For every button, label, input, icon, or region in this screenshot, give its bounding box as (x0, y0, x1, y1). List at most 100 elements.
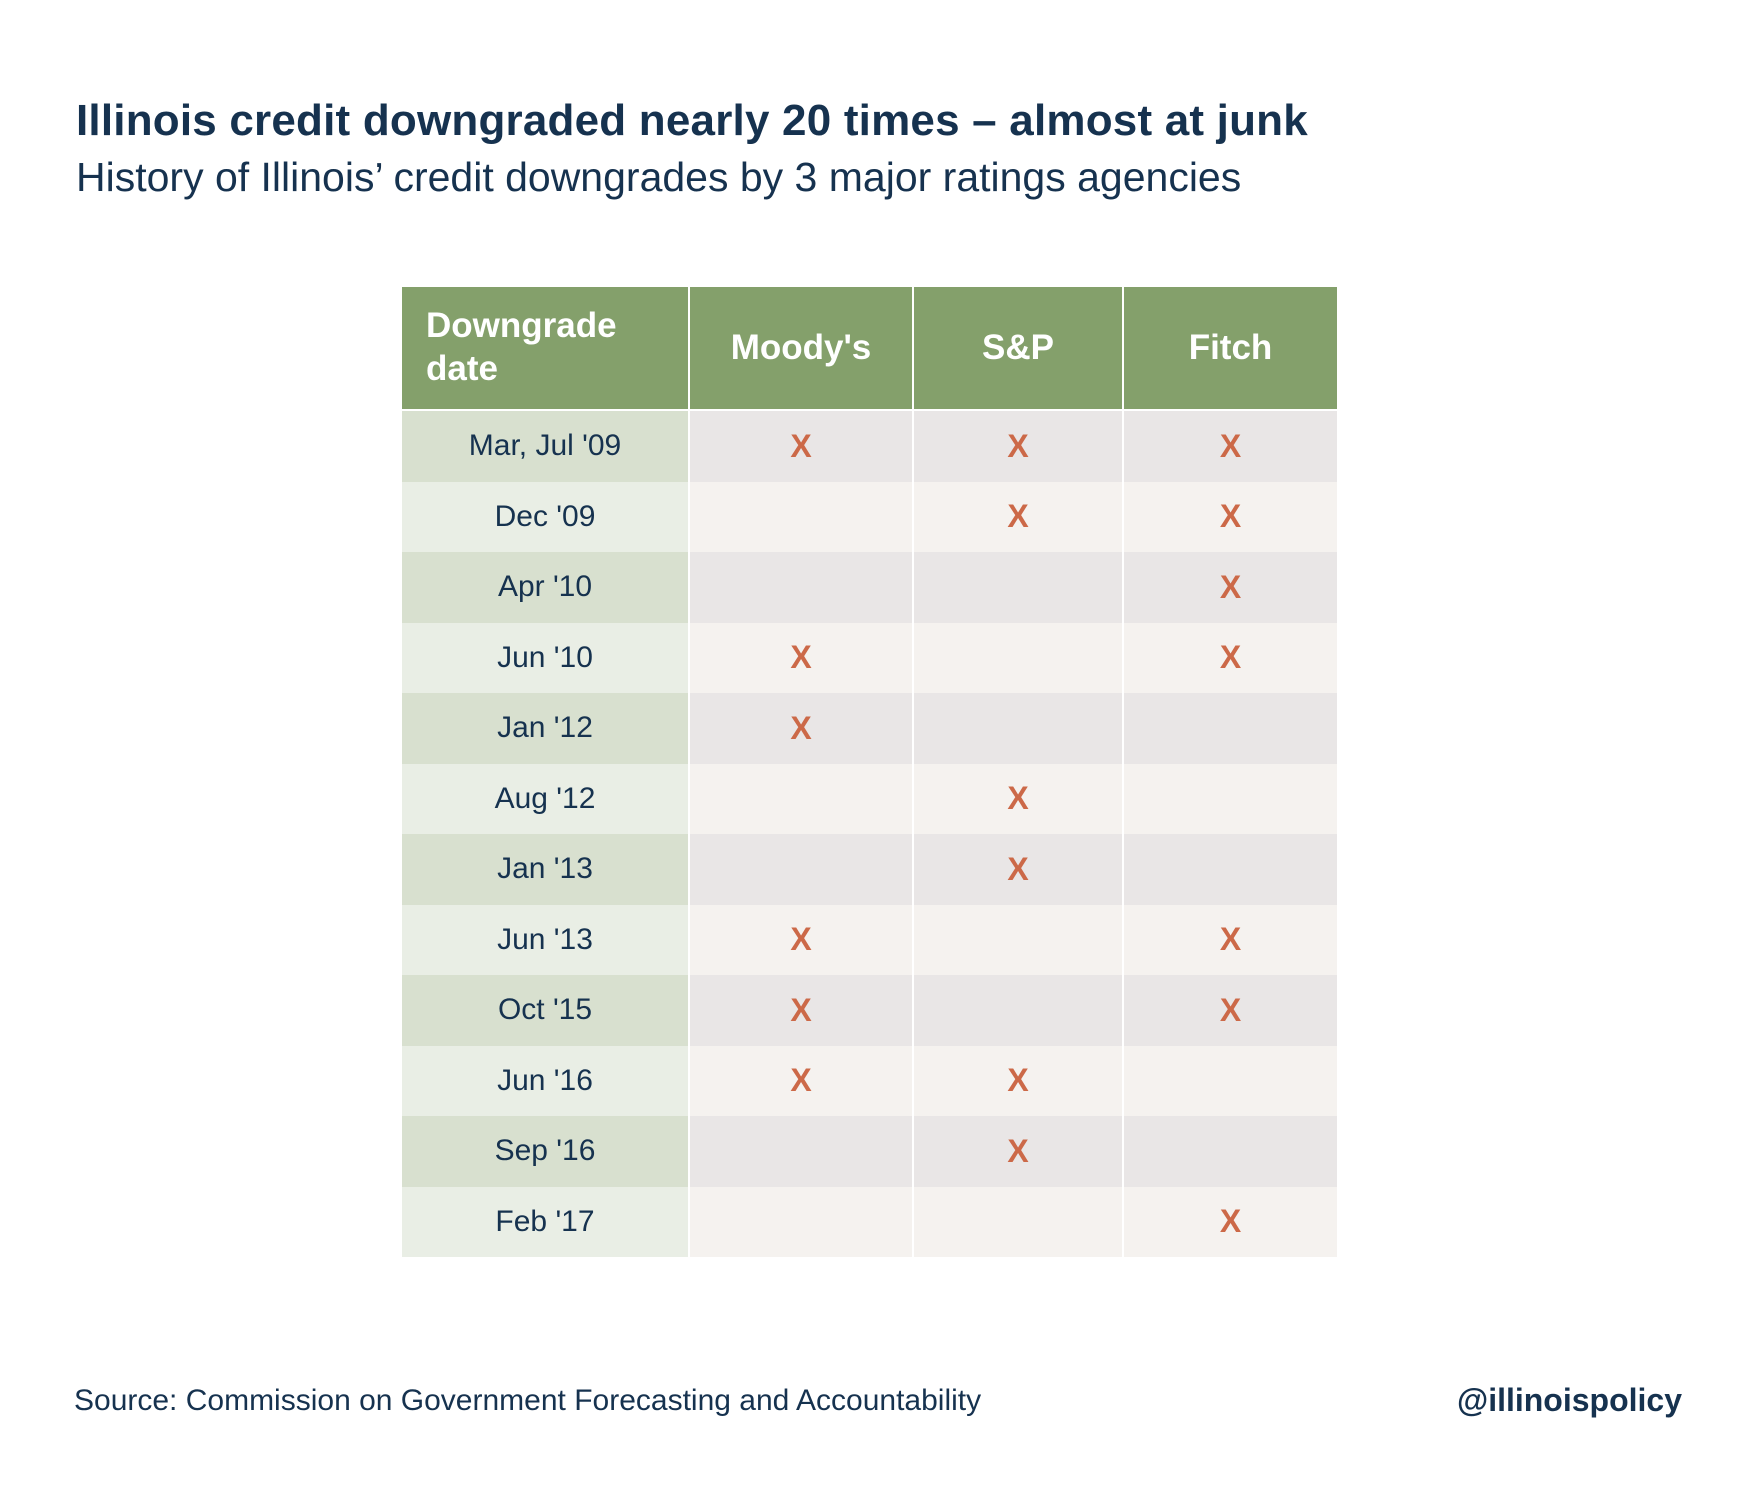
downgrade-date: Oct '15 (497, 993, 593, 1027)
downgrade-date: Feb '17 (495, 1204, 595, 1238)
table-row: Oct '15 X X (402, 975, 1337, 1046)
fitch-cell: X (1124, 1186, 1337, 1257)
table-row: Aug '12 X (402, 763, 1337, 834)
fitch-cell: X (1124, 975, 1337, 1046)
table-row: Jun '16 X X (402, 1045, 1337, 1116)
chart-title: Illinois credit downgraded nearly 20 tim… (76, 96, 1308, 145)
table-row: Jan '13 X (402, 834, 1337, 905)
table-row: Feb '17 X (402, 1186, 1337, 1257)
column-header-downgrade-date: Downgrade date (402, 287, 690, 409)
table-row: Jan '12 X (402, 693, 1337, 764)
sp-cell: X (914, 481, 1124, 552)
downgrade-date: Aug '12 (494, 781, 596, 815)
downgrade-mark: X (1007, 850, 1029, 887)
date-cell: Sep '16 (402, 1116, 690, 1187)
downgrade-mark: X (1007, 498, 1029, 535)
table-row: Sep '16 X (402, 1116, 1337, 1187)
downgrade-mark: X (790, 709, 812, 746)
column-header-fitch: Fitch (1188, 327, 1273, 367)
sp-cell (914, 622, 1124, 693)
source-note: Source: Commission on Government Forecas… (74, 1384, 982, 1417)
date-cell: Feb '17 (402, 1186, 690, 1257)
downgrade-date: Jun '13 (497, 922, 593, 956)
downgrade-date: Jun '10 (497, 640, 593, 674)
sp-cell: X (914, 1045, 1124, 1116)
downgrade-date: Jan '13 (497, 852, 593, 886)
moodys-cell (690, 1186, 914, 1257)
downgrade-date: Dec '09 (494, 499, 596, 533)
date-cell: Oct '15 (402, 975, 690, 1046)
downgrade-mark: X (1219, 1203, 1242, 1240)
moodys-cell (690, 1116, 914, 1187)
fitch-cell: X (1124, 622, 1337, 693)
date-cell: Jan '12 (402, 693, 690, 764)
downgrade-date: Jan '12 (497, 711, 593, 745)
date-cell: Jun '13 (402, 904, 690, 975)
moodys-cell: X (690, 975, 914, 1046)
brand-handle: @illinoispolicy (1456, 1382, 1682, 1418)
sp-cell (914, 975, 1124, 1046)
fitch-cell (1124, 1045, 1337, 1116)
table-header-row: Downgrade date Moody's S&P Fitch (402, 287, 1337, 409)
sp-cell: X (914, 834, 1124, 905)
moodys-cell (690, 481, 914, 552)
downgrade-mark: X (790, 639, 812, 676)
table-row: Jun '13 X X (402, 904, 1337, 975)
date-cell: Apr '10 (402, 552, 690, 623)
downgrade-date: Apr '10 (497, 570, 593, 604)
table-body: Mar, Jul '09 X X X Dec '09 X X Apr '10 X Jun '10 X… (402, 409, 1337, 1257)
moodys-cell: X (690, 904, 914, 975)
table-row: Apr '10 X (402, 552, 1337, 623)
downgrade-mark: X (790, 921, 812, 958)
sp-cell: X (914, 411, 1124, 482)
moodys-cell (690, 763, 914, 834)
downgrade-mark: X (1007, 427, 1029, 464)
moodys-cell (690, 552, 914, 623)
downgrade-date: Jun '16 (497, 1063, 593, 1097)
moodys-cell (690, 834, 914, 905)
downgrade-date: Sep '16 (494, 1134, 596, 1168)
fitch-cell (1124, 834, 1337, 905)
sp-cell (914, 1186, 1124, 1257)
chart-subtitle: History of Illinois’ credit downgrades b… (76, 154, 1242, 200)
downgrade-mark: X (790, 1062, 812, 1099)
downgrade-date: Mar, Jul '09 (468, 429, 622, 463)
sp-cell (914, 552, 1124, 623)
fitch-cell: X (1124, 411, 1337, 482)
date-cell: Aug '12 (402, 763, 690, 834)
downgrade-mark: X (1219, 427, 1242, 464)
fitch-cell: X (1124, 481, 1337, 552)
sp-cell (914, 693, 1124, 764)
date-cell: Mar, Jul '09 (402, 411, 690, 482)
table-row: Mar, Jul '09 X X X (402, 411, 1337, 482)
moodys-cell: X (690, 411, 914, 482)
table-row: Dec '09 X X (402, 481, 1337, 552)
downgrade-table: Downgrade date Moody's S&P Fitch Mar, Ju… (402, 287, 1337, 1257)
fitch-cell (1124, 693, 1337, 764)
moodys-cell: X (690, 693, 914, 764)
date-cell: Jun '16 (402, 1045, 690, 1116)
downgrade-mark: X (1219, 991, 1242, 1028)
downgrade-mark: X (1219, 921, 1242, 958)
column-header-sp: S&P (914, 287, 1124, 409)
downgrade-mark: X (1219, 568, 1242, 605)
moodys-cell: X (690, 1045, 914, 1116)
table-row: Jun '10 X X (402, 622, 1337, 693)
fitch-cell (1124, 1116, 1337, 1187)
sp-cell (914, 904, 1124, 975)
downgrade-mark: X (1007, 1062, 1029, 1099)
date-cell: Jun '10 (402, 622, 690, 693)
fitch-cell: X (1124, 904, 1337, 975)
date-cell: Dec '09 (402, 481, 690, 552)
date-cell: Jan '13 (402, 834, 690, 905)
sp-cell: X (914, 763, 1124, 834)
downgrade-mark: X (1219, 639, 1242, 676)
downgrade-mark: X (790, 427, 812, 464)
fitch-cell: X (1124, 552, 1337, 623)
downgrade-mark: X (790, 991, 812, 1028)
fitch-cell (1124, 763, 1337, 834)
downgrade-mark: X (1007, 780, 1029, 817)
sp-cell: X (914, 1116, 1124, 1187)
column-header-moodys: Moody's (690, 287, 914, 409)
downgrade-mark: X (1007, 1132, 1029, 1169)
